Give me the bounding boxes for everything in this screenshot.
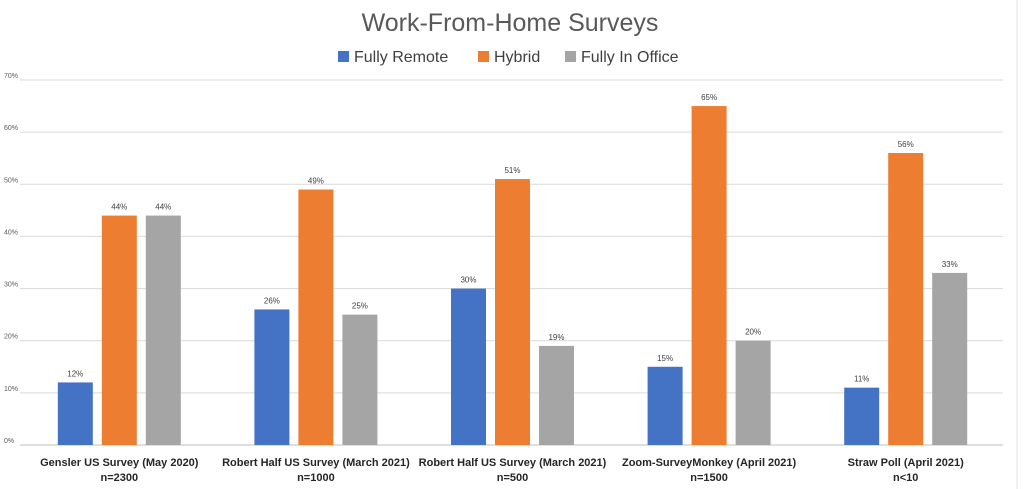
legend-swatch xyxy=(565,51,576,62)
x-tick-sublabel: n=500 xyxy=(497,472,529,484)
data-label: 33% xyxy=(942,260,958,269)
y-tick-label: 0% xyxy=(4,438,14,445)
data-label: 19% xyxy=(548,333,564,342)
bar xyxy=(254,309,290,445)
data-label: 56% xyxy=(898,140,914,149)
data-label: 44% xyxy=(111,203,127,212)
bar xyxy=(735,340,771,445)
y-tick-label: 70% xyxy=(4,73,18,80)
data-label: 26% xyxy=(264,296,280,305)
legend: Fully Remote Hybrid Fully In Office xyxy=(338,49,679,66)
bar xyxy=(101,215,137,445)
data-label: 51% xyxy=(504,166,520,175)
chart-title: Work-From-Home Surveys xyxy=(362,9,659,37)
x-tick-label: Zoom-SurveyMonkey (April 2021) xyxy=(622,457,797,469)
bar xyxy=(844,387,880,445)
bar xyxy=(888,153,924,445)
bar xyxy=(342,314,378,445)
legend-item: Fully Remote xyxy=(338,49,448,66)
x-tick-sublabel: n=2300 xyxy=(100,472,138,484)
x-tick-sublabel: n<10 xyxy=(893,472,918,484)
y-tick-label: 50% xyxy=(4,177,18,184)
data-label: 20% xyxy=(745,328,761,337)
data-label: 30% xyxy=(460,276,476,285)
data-label: 15% xyxy=(657,354,673,363)
legend-swatch xyxy=(338,51,349,62)
bar xyxy=(451,288,486,445)
data-label: 11% xyxy=(854,375,869,384)
y-tick-label: 30% xyxy=(4,282,18,289)
y-axis-ticks: 0% 10% 20% 30% 40% 50% 60% 70% xyxy=(4,73,18,445)
data-label: 25% xyxy=(352,302,368,311)
data-label: 44% xyxy=(155,203,171,212)
bar xyxy=(691,106,727,446)
legend-item: Fully In Office xyxy=(565,49,679,66)
x-tick-label: Robert Half US Survey (March 2021) xyxy=(419,457,607,469)
legend-swatch xyxy=(478,51,489,62)
y-tick-label: 20% xyxy=(4,334,18,341)
legend-label: Fully In Office xyxy=(581,49,679,66)
bar xyxy=(298,189,334,445)
legend-label: Hybrid xyxy=(494,49,540,66)
x-tick-sublabel: n=1500 xyxy=(690,472,728,484)
bar xyxy=(539,345,574,445)
x-tick-label: Gensler US Survey (May 2020) xyxy=(40,457,199,469)
x-tick-sublabel: n=1000 xyxy=(297,472,335,484)
bar xyxy=(495,179,530,446)
y-tick-label: 60% xyxy=(4,125,18,132)
bars: 12% 44% 44% 26% 49% 25% 30% 51% 19% 15% 65% 20% 11% 5… xyxy=(57,93,968,446)
x-tick-label: Robert Half US Survey (March 2021) xyxy=(222,457,410,469)
legend-label: Fully Remote xyxy=(354,49,448,66)
bar xyxy=(647,366,683,445)
data-label: 12% xyxy=(67,369,83,378)
x-tick-label: Straw Poll (April 2021) xyxy=(848,457,964,469)
legend-item: Hybrid xyxy=(478,49,540,66)
y-tick-label: 10% xyxy=(4,386,18,393)
bar xyxy=(145,215,181,445)
y-tick-label: 40% xyxy=(4,229,18,236)
data-label: 65% xyxy=(701,93,717,102)
bar xyxy=(932,272,968,445)
data-label: 49% xyxy=(308,177,324,186)
bar xyxy=(57,382,93,445)
x-axis-labels: Gensler US Survey (May 2020) n=2300 Robert… xyxy=(40,457,964,484)
